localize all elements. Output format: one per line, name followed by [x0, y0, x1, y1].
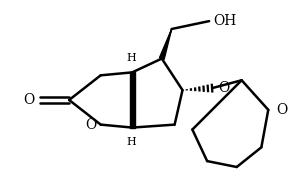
- Text: O: O: [276, 103, 287, 117]
- Text: H: H: [126, 137, 136, 147]
- Polygon shape: [161, 29, 172, 59]
- Polygon shape: [130, 72, 135, 128]
- Text: O: O: [23, 93, 35, 107]
- Text: O: O: [218, 81, 229, 95]
- Text: OH: OH: [213, 14, 236, 28]
- Polygon shape: [160, 29, 172, 59]
- Text: H: H: [126, 53, 136, 63]
- Text: O: O: [85, 118, 96, 132]
